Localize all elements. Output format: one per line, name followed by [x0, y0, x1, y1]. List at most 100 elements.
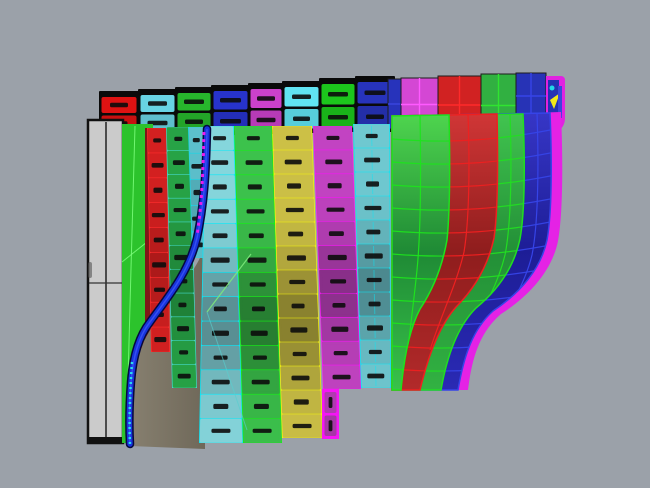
panel-label	[368, 349, 382, 355]
panel-label	[253, 403, 269, 410]
panel-label	[153, 138, 162, 143]
panel-label	[252, 428, 272, 433]
panel-label	[327, 183, 342, 189]
panel-label	[246, 209, 265, 214]
panel-label	[248, 233, 264, 239]
panel-label	[366, 181, 380, 187]
panel-label	[184, 99, 204, 104]
panel-label	[174, 183, 184, 189]
panel-label	[172, 160, 185, 165]
panel-label	[292, 351, 307, 357]
panel-label	[285, 207, 304, 213]
panel-label	[245, 160, 263, 165]
panel-label	[151, 213, 165, 218]
panel-label	[326, 135, 340, 141]
guide-curve-magenta-dashed[interactable]	[195, 131, 206, 237]
panel-label	[333, 351, 348, 356]
panel-label	[246, 136, 260, 141]
panel-label	[148, 101, 167, 106]
strip-magenta-d[interactable]	[313, 126, 361, 389]
panel-label	[211, 428, 231, 433]
panel-label	[151, 162, 164, 168]
panel-label	[293, 399, 309, 405]
panel-label	[213, 136, 227, 141]
panel-label	[210, 257, 230, 263]
panel-label	[366, 277, 382, 283]
panel-label	[291, 375, 310, 381]
panel-label	[210, 209, 229, 214]
panel-label	[153, 187, 163, 193]
strip-cyan-e[interactable]	[353, 124, 391, 388]
panel-label	[364, 90, 386, 95]
guide-curve-cyan-dotted[interactable]	[128, 361, 134, 446]
panel-label	[291, 303, 305, 309]
panel-label	[177, 373, 191, 379]
panel-label	[328, 92, 348, 97]
panel-label	[256, 117, 276, 123]
strip-green-b[interactable]	[234, 126, 282, 443]
panel-label	[152, 262, 167, 268]
panel-label	[366, 229, 381, 235]
panel-label	[247, 184, 262, 190]
side-panel-gray[interactable]	[86, 118, 125, 445]
panel-label	[110, 102, 128, 108]
panel-label	[211, 160, 229, 165]
panel-label	[327, 254, 347, 261]
panel-label	[292, 94, 311, 99]
panel-label	[328, 420, 333, 432]
curved-band-group	[391, 112, 563, 391]
panel-label	[249, 282, 266, 287]
panel-label	[220, 98, 241, 103]
back-box-green[interactable]	[175, 87, 213, 135]
panel-label	[287, 183, 302, 189]
panel-label	[247, 257, 267, 263]
panel-label	[367, 373, 385, 379]
panel-label	[211, 379, 230, 385]
panel-label	[364, 253, 383, 259]
panel-label	[332, 374, 351, 380]
panel-label	[285, 135, 299, 141]
panel-label	[368, 301, 381, 307]
back-box-green-2[interactable]	[319, 78, 357, 132]
panel-label	[177, 326, 190, 332]
panel-label	[179, 350, 189, 355]
strip-magenta-sliver[interactable]	[322, 389, 339, 439]
panel-label	[212, 184, 227, 190]
panel-label	[153, 237, 164, 243]
panel-label	[366, 114, 384, 119]
panel-label	[185, 119, 203, 124]
seam-line	[206, 311, 248, 431]
panel-label	[154, 287, 166, 292]
panel-label	[289, 279, 306, 285]
panel-label	[366, 325, 383, 331]
panel-label	[251, 379, 270, 385]
back-box-magenta[interactable]	[248, 83, 284, 134]
back-box-blue[interactable]	[211, 85, 250, 135]
strip-cyan-a[interactable]	[199, 126, 243, 443]
back-box-blue-2[interactable]	[355, 76, 395, 132]
back-box-cyan-2[interactable]	[282, 81, 321, 133]
panel-label	[257, 96, 275, 101]
panel-label	[328, 397, 333, 408]
panel-label	[174, 254, 189, 261]
panel-label	[213, 306, 227, 312]
panel-label	[286, 255, 306, 261]
panel-label	[364, 157, 381, 163]
panel-label	[284, 159, 302, 165]
panel-label	[292, 423, 312, 429]
panel-label	[178, 302, 187, 308]
panel-label	[288, 231, 304, 237]
panel-label	[365, 133, 378, 139]
guide-curve-blue[interactable]	[125, 124, 212, 449]
strip-green-left[interactable]	[166, 127, 197, 388]
panel-label	[173, 207, 187, 213]
panel-label	[364, 205, 382, 211]
panel-label	[220, 119, 241, 124]
panel-label	[175, 231, 186, 237]
panel-label	[212, 282, 229, 287]
panel-label	[332, 302, 346, 308]
strip-yellow-c[interactable]	[272, 126, 323, 438]
panel-label	[326, 207, 345, 212]
